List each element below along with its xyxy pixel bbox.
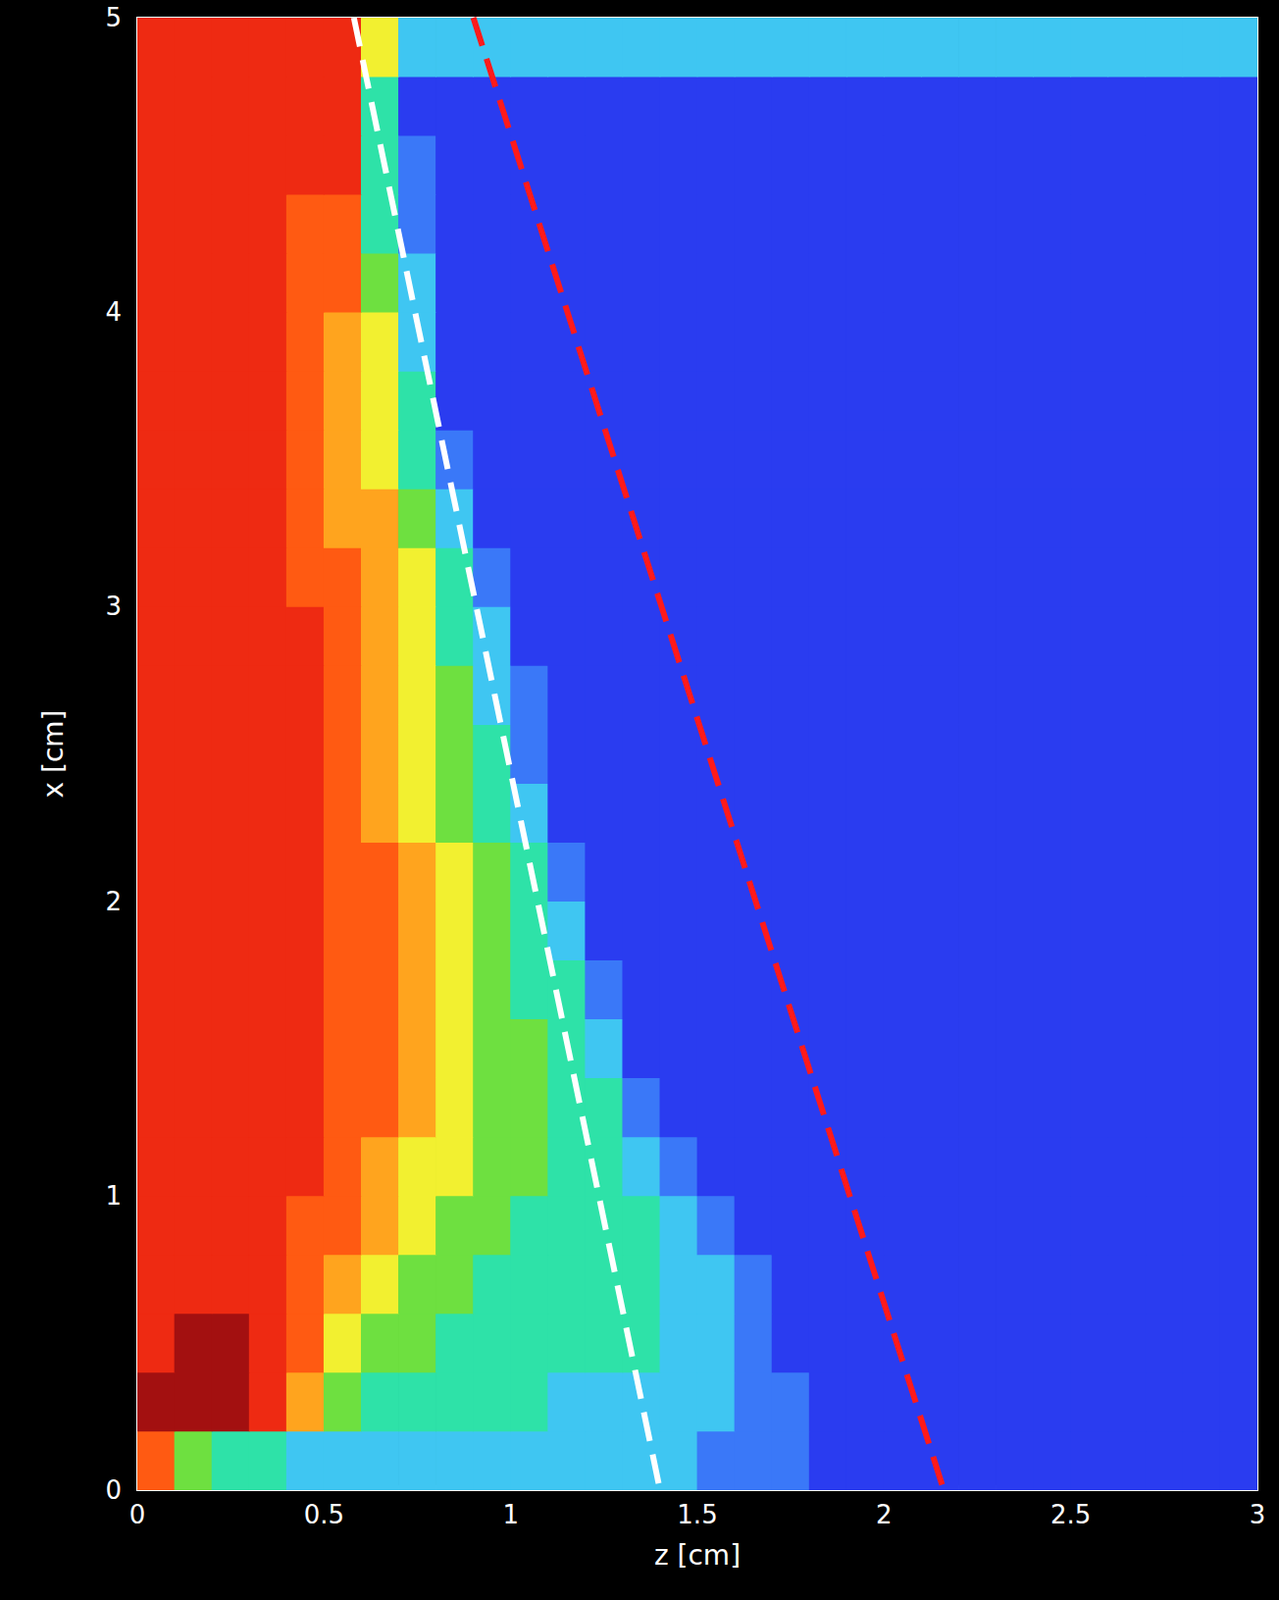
svg-text:1.5: 1.5 bbox=[676, 1499, 717, 1530]
svg-text:0: 0 bbox=[104, 1475, 122, 1505]
svg-text:2.5: 2.5 bbox=[1050, 1499, 1091, 1530]
svg-text:0.5: 0.5 bbox=[304, 1499, 345, 1530]
svg-text:1: 1 bbox=[104, 1180, 122, 1211]
svg-text:x [cm]: x [cm] bbox=[37, 710, 70, 799]
svg-text:4: 4 bbox=[104, 297, 122, 327]
svg-text:1: 1 bbox=[502, 1499, 519, 1530]
svg-text:2: 2 bbox=[875, 1499, 893, 1530]
svg-text:3: 3 bbox=[104, 591, 122, 621]
svg-text:2: 2 bbox=[104, 886, 122, 917]
svg-text:5: 5 bbox=[104, 2, 122, 33]
svg-text:0: 0 bbox=[129, 1499, 147, 1530]
svg-text:z [cm]: z [cm] bbox=[654, 1538, 741, 1572]
svg-text:3: 3 bbox=[1249, 1499, 1267, 1530]
